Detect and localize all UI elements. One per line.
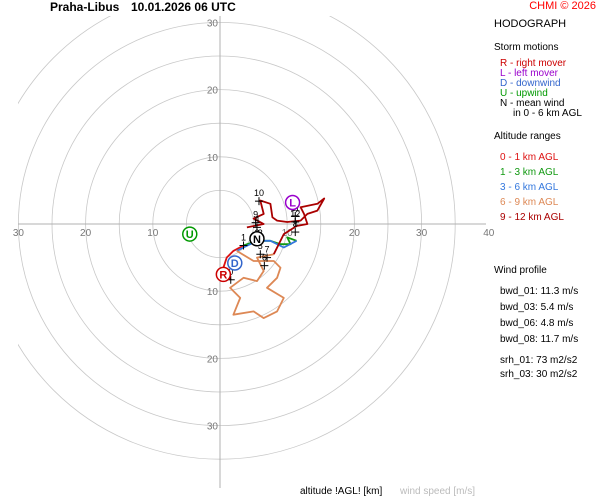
- y-tick-label: 20: [207, 86, 219, 97]
- x-tick-label: 30: [416, 228, 428, 239]
- y-tick-label: 30: [207, 422, 219, 433]
- storm-motion-label: N: [253, 234, 261, 246]
- altitude-range-3-6: 3 - 6 km AGL: [500, 182, 559, 193]
- altitude-ranges-list: 0 - 1 km AGL 1 - 3 km AGL 3 - 6 km AGL 6…: [492, 150, 600, 225]
- srh-03: srh_03: 30 m2/s2: [500, 369, 578, 380]
- altitude-range-0-1: 0 - 1 km AGL: [500, 152, 559, 163]
- altitude-marker-label: 10: [254, 188, 264, 198]
- storm-motion-left: L - left mover: [500, 68, 558, 79]
- axes: [18, 16, 486, 488]
- storm-motion-downwind: D - downwind: [500, 78, 561, 89]
- altitude-range-6-9: 6 - 9 km AGL: [500, 197, 559, 208]
- altitude-marker-label: 5: [258, 241, 263, 251]
- altitude-marker-label: 12: [290, 209, 300, 219]
- valid-time: 10.01.2026 06 UTC: [131, 0, 236, 14]
- storm-motion-circle: [284, 194, 301, 211]
- x-tick-label: 10: [147, 228, 159, 239]
- altitude-marker-label: 0: [228, 267, 233, 277]
- storm-motion-right: R - right mover: [500, 58, 567, 69]
- storm-motion-circle: [215, 266, 232, 283]
- wind-profile-panel: Wind profile bwd_01: 11.3 m/s bwd_03: 5.…: [492, 265, 600, 382]
- hodograph-series-line: [229, 250, 285, 320]
- range-rings: [18, 16, 456, 460]
- range-ring: [18, 16, 456, 460]
- x-tick-label: 20: [349, 228, 361, 239]
- y-tick-label: 10: [207, 287, 219, 298]
- x-tick-label: 10: [282, 228, 294, 239]
- legend-title: HODOGRAPH: [494, 18, 567, 30]
- bwd-03: bwd_03: 5.4 m/s: [500, 302, 574, 313]
- storm-motion-label: R: [219, 269, 227, 281]
- y-tick-label: 30: [207, 18, 219, 29]
- chmi-credit: CHMI © 2026: [529, 0, 596, 12]
- storm-motion-circle: [227, 255, 243, 271]
- storm-motion-circle: [182, 226, 198, 242]
- storm-motions-list: R - right mover L - left mover D - downw…: [492, 59, 600, 119]
- station-name: Praha-Libus: [50, 0, 120, 14]
- wind-speed-note: wind speed [m/s]: [400, 486, 476, 497]
- altitude-range-1-3: 1 - 3 km AGL: [500, 167, 559, 178]
- altitude-marker-label: 1: [241, 233, 246, 243]
- storm-motion-label: U: [186, 229, 194, 241]
- x-tick-label: 30: [13, 228, 25, 239]
- altitude-ranges-title: Altitude ranges: [494, 131, 561, 142]
- storm-motion-markers: R L D U N: [182, 194, 301, 283]
- altitude-marker-label: 4: [254, 214, 259, 224]
- storm-motion-label: L: [289, 197, 296, 209]
- srh-01: srh_01: 73 m2/s2: [500, 355, 578, 366]
- x-tick-label: 40: [483, 228, 495, 239]
- storm-motions-title: Storm motions: [494, 42, 559, 53]
- altitude-range-9-12: 9 - 12 km AGL: [500, 212, 564, 223]
- storm-motion-upwind: U - upwind: [500, 88, 548, 99]
- wind-profile-title: Wind profile: [494, 265, 547, 276]
- hodograph-series-line: [246, 197, 326, 255]
- bwd-08: bwd_08: 11.7 m/s: [500, 334, 579, 345]
- altitude-marker-label: 9: [253, 210, 258, 220]
- altitude-axis-note: altitude !AGL! [km]: [300, 486, 383, 497]
- storm-motion-mean: N - mean wind: [500, 98, 565, 109]
- mean-wind-note: in 0 - 6 km AGL: [513, 108, 582, 119]
- y-tick-label: 20: [207, 354, 219, 365]
- legend-panel: HODOGRAPH Storm motions R - right mover …: [492, 18, 600, 225]
- x-tick-label: 20: [80, 228, 92, 239]
- altitude-marker-label: 7: [265, 245, 270, 255]
- storm-motion-label: D: [231, 258, 239, 270]
- y-tick-label: 10: [207, 153, 219, 164]
- bwd-01: bwd_01: 11.3 m/s: [500, 286, 579, 297]
- bwd-06: bwd_06: 4.8 m/s: [500, 318, 574, 329]
- storm-motion-circle: [249, 231, 265, 247]
